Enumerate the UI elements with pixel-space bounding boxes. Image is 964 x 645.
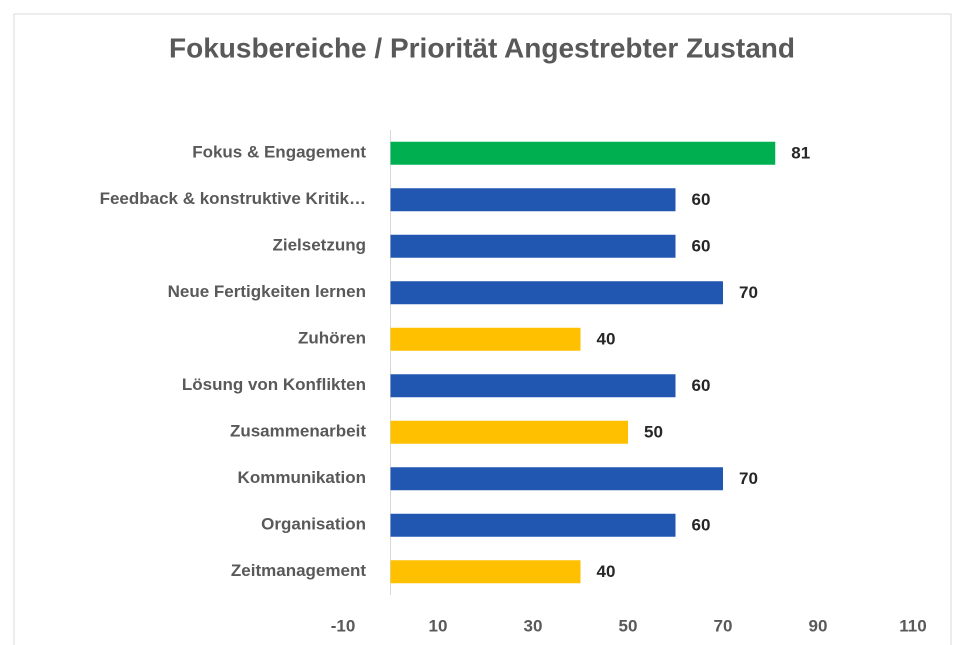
bar bbox=[390, 513, 676, 537]
value-label: 60 bbox=[692, 237, 711, 256]
bar bbox=[390, 420, 628, 444]
bar bbox=[390, 374, 676, 398]
chart-title: Fokusbereiche / Priorität Angestrebter Z… bbox=[169, 32, 795, 63]
y-tick-label: Zielsetzung bbox=[272, 236, 366, 255]
bar bbox=[390, 188, 676, 212]
bar bbox=[390, 327, 581, 351]
x-tick-label: 70 bbox=[714, 616, 733, 635]
value-label: 60 bbox=[692, 376, 711, 395]
x-tick-label: -10 bbox=[331, 616, 356, 635]
y-tick-label: Neue Fertigkeiten lernen bbox=[168, 282, 366, 301]
y-tick-label: Lösung von Konflikten bbox=[182, 375, 366, 394]
value-label: 60 bbox=[692, 516, 711, 535]
x-tick-label: 30 bbox=[524, 616, 543, 635]
bar bbox=[390, 560, 581, 584]
bar bbox=[390, 234, 676, 258]
y-tick-label: Feedback & konstruktive Kritik… bbox=[100, 189, 366, 208]
bar bbox=[390, 141, 776, 165]
y-tick-label: Zusammenarbeit bbox=[230, 422, 366, 441]
x-tick-label: 50 bbox=[619, 616, 638, 635]
value-label: 40 bbox=[597, 330, 616, 349]
x-tick-label: 10 bbox=[429, 616, 448, 635]
value-label: 70 bbox=[739, 469, 758, 488]
value-label: 60 bbox=[692, 190, 711, 209]
y-tick-label: Organisation bbox=[261, 515, 366, 534]
x-tick-label: 110 bbox=[899, 616, 926, 635]
y-tick-label: Zeitmanagement bbox=[231, 561, 366, 580]
bar bbox=[390, 467, 723, 491]
x-tick-label: 90 bbox=[809, 616, 828, 635]
y-tick-label: Zuhören bbox=[298, 329, 366, 348]
value-label: 81 bbox=[791, 144, 810, 163]
y-tick-label: Kommunikation bbox=[238, 468, 366, 487]
y-tick-label: Fokus & Engagement bbox=[192, 143, 366, 162]
value-label: 70 bbox=[739, 283, 758, 302]
value-label: 40 bbox=[597, 562, 616, 581]
bar bbox=[390, 281, 723, 305]
value-label: 50 bbox=[644, 423, 663, 442]
